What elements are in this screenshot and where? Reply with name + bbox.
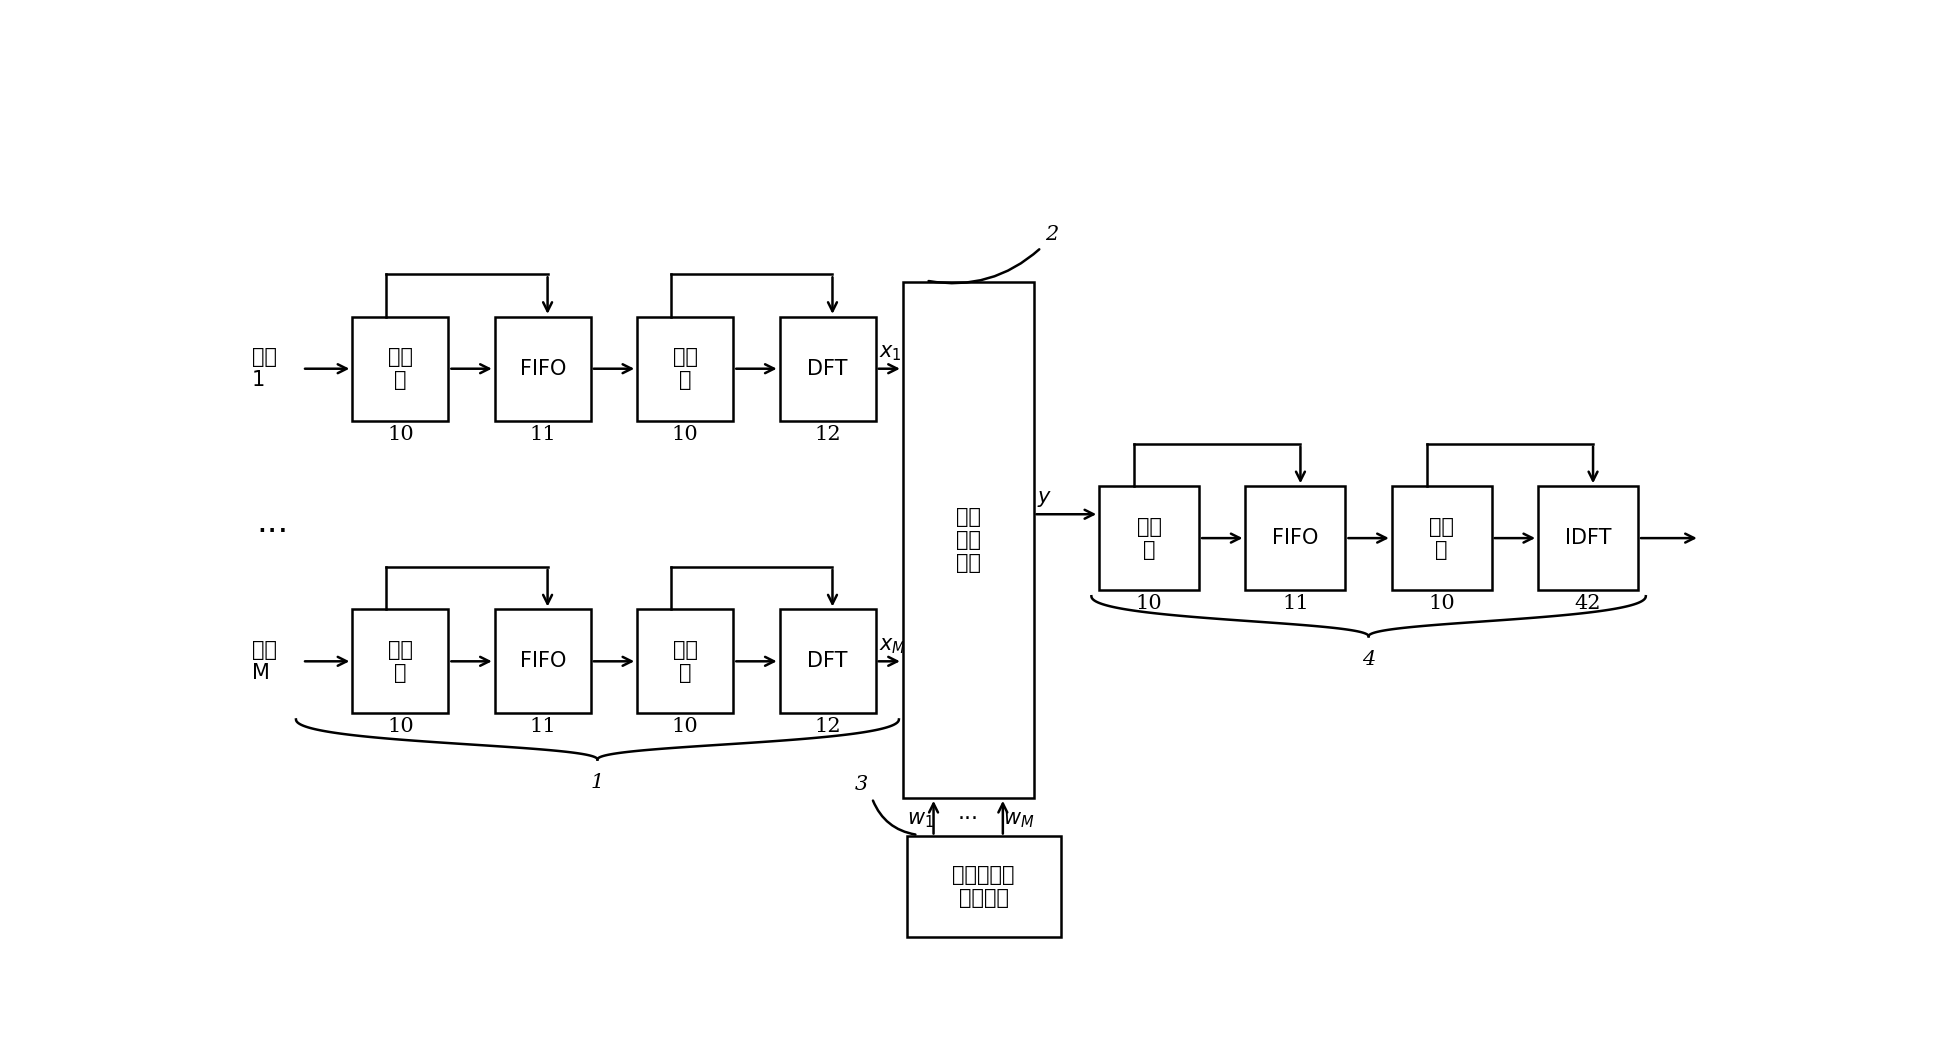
Text: 10: 10 xyxy=(672,424,699,443)
FancyBboxPatch shape xyxy=(779,317,876,421)
Text: $w_1$: $w_1$ xyxy=(907,811,933,831)
Text: FIFO: FIFO xyxy=(1271,528,1318,549)
FancyBboxPatch shape xyxy=(1100,486,1199,590)
Text: FIFO: FIFO xyxy=(520,651,567,672)
Text: ···: ··· xyxy=(257,516,288,549)
Text: 通道
M: 通道 M xyxy=(251,640,276,683)
Text: 加权
求和
单元: 加权 求和 单元 xyxy=(956,507,981,573)
FancyBboxPatch shape xyxy=(1538,486,1637,590)
Text: $y$: $y$ xyxy=(1036,489,1051,509)
Text: 4: 4 xyxy=(1363,650,1375,669)
Text: 选择
器: 选择 器 xyxy=(387,640,413,683)
Text: 10: 10 xyxy=(1135,594,1162,613)
FancyBboxPatch shape xyxy=(1246,486,1345,590)
Text: DFT: DFT xyxy=(808,359,847,379)
Text: 11: 11 xyxy=(530,717,557,736)
FancyBboxPatch shape xyxy=(495,317,590,421)
FancyBboxPatch shape xyxy=(352,317,448,421)
Text: 10: 10 xyxy=(1429,594,1454,613)
Text: 12: 12 xyxy=(814,717,841,736)
Text: IDFT: IDFT xyxy=(1565,528,1612,549)
Text: 42: 42 xyxy=(1575,594,1600,613)
FancyBboxPatch shape xyxy=(779,609,876,713)
Text: 权系数向量
生成单元: 权系数向量 生成单元 xyxy=(952,865,1014,908)
Text: 10: 10 xyxy=(672,717,699,736)
FancyBboxPatch shape xyxy=(907,836,1061,937)
Text: $w_M$: $w_M$ xyxy=(1003,811,1034,831)
Text: ···: ··· xyxy=(958,808,979,829)
Text: 1: 1 xyxy=(590,773,604,793)
Text: 12: 12 xyxy=(814,424,841,443)
Text: 选择
器: 选择 器 xyxy=(1137,517,1162,560)
Text: 选择
器: 选择 器 xyxy=(1429,517,1454,560)
Text: $x_1$: $x_1$ xyxy=(878,344,901,363)
Text: 选择
器: 选择 器 xyxy=(387,347,413,390)
Text: 通道
1: 通道 1 xyxy=(251,347,276,390)
Text: 3: 3 xyxy=(855,776,868,794)
Text: 选择
器: 选择 器 xyxy=(674,640,697,683)
FancyBboxPatch shape xyxy=(352,609,448,713)
Text: 10: 10 xyxy=(387,424,413,443)
Text: 2: 2 xyxy=(1046,225,1059,244)
FancyBboxPatch shape xyxy=(1392,486,1491,590)
Text: DFT: DFT xyxy=(808,651,847,672)
FancyBboxPatch shape xyxy=(495,609,590,713)
FancyBboxPatch shape xyxy=(637,317,734,421)
Text: FIFO: FIFO xyxy=(520,359,567,379)
FancyBboxPatch shape xyxy=(903,282,1034,798)
Text: 选择
器: 选择 器 xyxy=(674,347,697,390)
Text: 10: 10 xyxy=(387,717,413,736)
Text: 11: 11 xyxy=(530,424,557,443)
Text: 11: 11 xyxy=(1281,594,1308,613)
Text: $x_M$: $x_M$ xyxy=(878,637,905,656)
FancyBboxPatch shape xyxy=(637,609,734,713)
